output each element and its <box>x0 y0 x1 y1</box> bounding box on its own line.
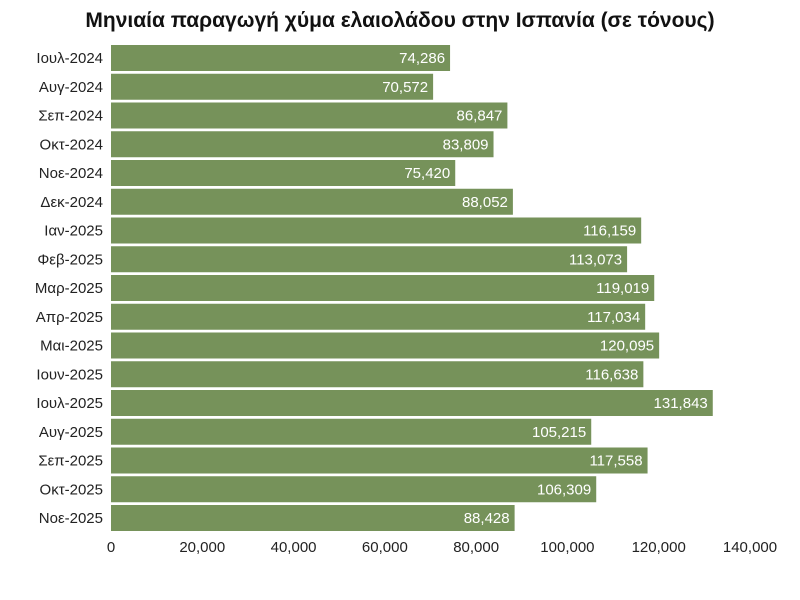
category-label: Σεπ-2024 <box>38 108 103 125</box>
x-tick-label: 20,000 <box>179 539 225 556</box>
data-label: 106,309 <box>537 481 591 498</box>
bar <box>111 188 513 215</box>
category-label: Δεκ-2024 <box>40 194 103 211</box>
data-label: 117,034 <box>587 309 640 326</box>
bar <box>111 45 451 71</box>
data-label: 86,847 <box>457 108 503 125</box>
data-label: 70,572 <box>382 79 428 96</box>
category-label: Ιουν-2025 <box>36 366 103 383</box>
category-label: Αυγ-2025 <box>39 424 103 441</box>
x-tick-label: 40,000 <box>271 539 317 556</box>
x-tick-label: 140,000 <box>723 539 777 556</box>
data-label: 83,809 <box>443 136 489 153</box>
category-label: Απρ-2025 <box>36 309 103 326</box>
chart-title: Μηνιαία παραγωγή χύμα ελαιολάδου στην Ισ… <box>85 9 715 32</box>
bar <box>111 476 597 503</box>
data-label: 105,215 <box>532 424 586 441</box>
bar <box>111 418 592 445</box>
bar <box>111 447 648 474</box>
category-label: Ιουλ-2025 <box>36 395 103 412</box>
bar <box>111 73 434 100</box>
category-label: Μαι-2025 <box>40 338 103 355</box>
category-label: Νοε-2025 <box>39 510 103 527</box>
data-label: 119,019 <box>596 280 649 297</box>
bar <box>111 275 655 301</box>
bar <box>111 390 713 416</box>
category-label: Σεπ-2025 <box>38 453 103 470</box>
category-label: Νοε-2024 <box>39 165 103 182</box>
bar <box>111 332 660 359</box>
category-label: Φεβ-2025 <box>37 251 103 268</box>
category-label: Αυγ-2024 <box>39 79 103 96</box>
bar <box>111 505 515 531</box>
bar <box>111 102 508 129</box>
data-label: 131,843 <box>654 395 708 412</box>
x-tick-label: 120,000 <box>632 539 686 556</box>
data-label: 74,286 <box>399 50 445 67</box>
x-tick-label: 60,000 <box>362 539 408 556</box>
bar <box>111 361 644 388</box>
data-label: 88,428 <box>464 510 510 527</box>
category-label: Ιαν-2025 <box>44 223 103 240</box>
data-label: 116,159 <box>583 223 636 240</box>
data-label: 117,558 <box>589 453 642 470</box>
data-label: 75,420 <box>404 165 450 182</box>
category-label: Οκτ-2024 <box>40 136 103 153</box>
data-label: 88,052 <box>462 194 508 211</box>
category-label: Μαρ-2025 <box>35 280 103 297</box>
x-tick-label: 80,000 <box>453 539 499 556</box>
bar <box>111 303 646 330</box>
category-label: Ιουλ-2024 <box>36 50 103 67</box>
data-label: 120,095 <box>600 338 654 355</box>
category-label: Οκτ-2025 <box>40 481 103 498</box>
x-tick-label: 100,000 <box>540 539 594 556</box>
bar <box>111 246 628 273</box>
bar <box>111 160 456 186</box>
data-label: 116,638 <box>585 366 638 383</box>
bar <box>111 131 494 158</box>
bar <box>111 217 642 244</box>
data-label: 113,073 <box>569 251 622 268</box>
x-tick-label: 0 <box>107 539 115 556</box>
